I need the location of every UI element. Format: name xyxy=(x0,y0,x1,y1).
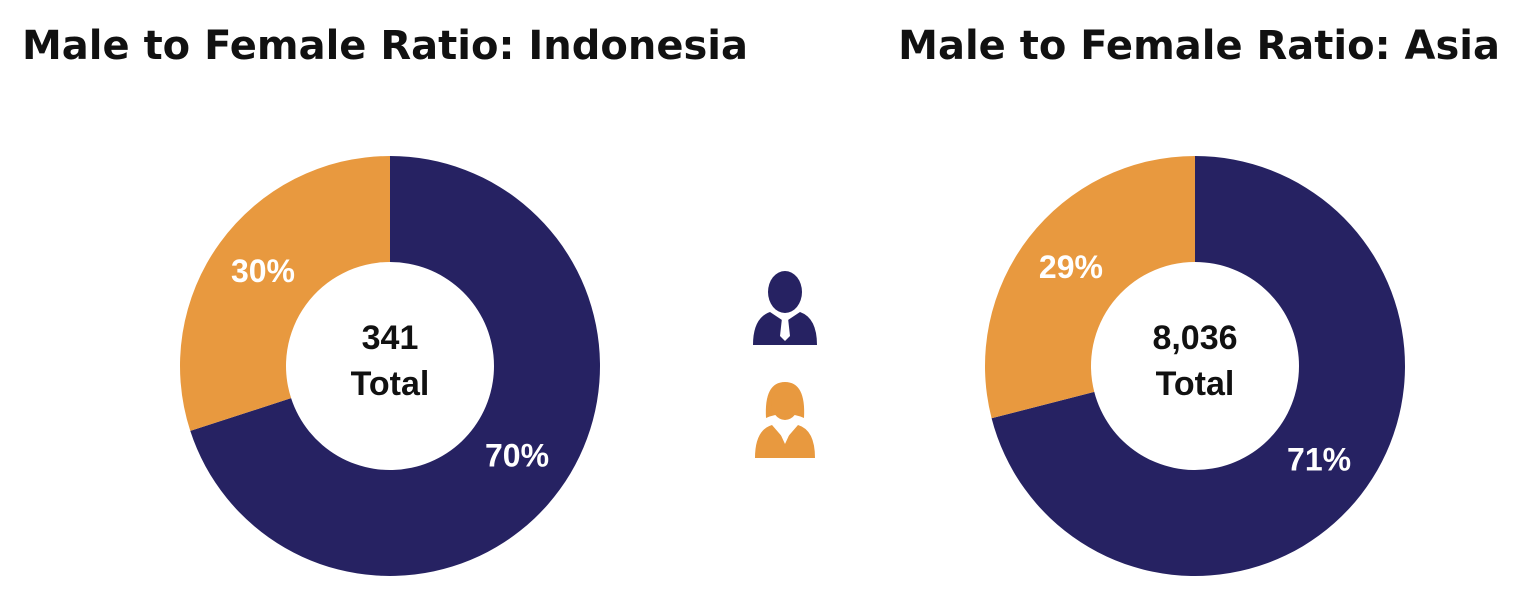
value-label: 71% xyxy=(1287,442,1351,478)
donut-segment xyxy=(190,156,600,576)
total-value: 341 xyxy=(362,319,419,357)
male-icon xyxy=(753,271,817,345)
total-label: Total xyxy=(351,365,430,403)
female-icon xyxy=(755,382,815,458)
donut-segment xyxy=(180,156,390,431)
total-value: 8,036 xyxy=(1152,319,1237,357)
value-label: 70% xyxy=(485,438,549,474)
donut-segment xyxy=(991,156,1405,577)
value-label: 30% xyxy=(231,253,295,289)
chart-title: Male to Female Ratio: Asia xyxy=(898,23,1500,69)
total-label: Total xyxy=(1156,365,1235,403)
donut-segment xyxy=(984,156,1195,419)
chart-title: Male to Female Ratio: Indonesia xyxy=(22,23,748,69)
value-label: 29% xyxy=(1039,249,1103,285)
